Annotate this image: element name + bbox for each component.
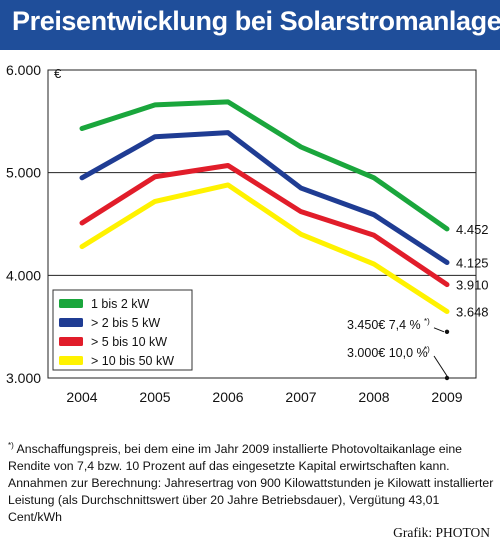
footnote-text: Anschaffungspreis, bei dem eine im Jahr … [8, 442, 494, 525]
legend-label: 1 bis 2 kW [91, 297, 150, 311]
annotation-marker: *) [424, 345, 430, 354]
legend-label: > 5 bis 10 kW [91, 335, 167, 349]
y-tick-label: 6.000 [6, 62, 41, 78]
series-line [79, 130, 450, 265]
legend-swatch [59, 337, 83, 346]
x-tick-label: 2008 [358, 389, 389, 405]
x-tick-label: 2004 [66, 389, 97, 405]
y-tick-label: 3.000 [6, 370, 41, 386]
annotation-leader [433, 327, 445, 333]
x-tick-label: 2007 [285, 389, 316, 405]
annotation-label: 3.000€ 10,0 % [347, 346, 428, 360]
y-unit-label: € [54, 66, 62, 81]
title-bar: Preisentwicklung bei Solarstromanlagen [0, 0, 500, 50]
series-line [79, 99, 450, 232]
x-tick-label: 2005 [139, 389, 170, 405]
footnote-marker: *) [8, 441, 14, 450]
annotation-point [444, 375, 450, 381]
annotation-point [444, 329, 450, 334]
legend-label: > 10 bis 50 kW [91, 354, 174, 368]
chart-credit: Grafik: PHOTON [393, 525, 490, 540]
x-tick-label: 2009 [431, 389, 462, 405]
annotation-marker: *) [424, 317, 430, 326]
footnote: *) Anschaffungspreis, bei dem eine im Ja… [8, 437, 494, 526]
end-value-label: 4.125 [456, 256, 489, 271]
line-chart: 3.000 4.000 5.000 6.000 €2004 2005 2006 2007 200… [6, 62, 489, 405]
x-tick-label: 2006 [212, 389, 243, 405]
chart-title: Preisentwicklung bei Solarstromanlagen [12, 6, 500, 36]
legend-label: > 2 bis 5 kW [91, 316, 160, 330]
legend-swatch [59, 318, 83, 327]
end-value-label: 4.452 [456, 222, 489, 237]
y-tick-label: 4.000 [6, 267, 41, 283]
annotation-label: 3.450€ 7,4 % [347, 318, 421, 332]
plot-frame [47, 69, 477, 379]
legend-swatch [59, 299, 83, 308]
end-value-label: 3.648 [456, 304, 489, 319]
series-line [79, 162, 450, 288]
legend-swatch [59, 356, 83, 365]
y-tick-label: 5.000 [6, 165, 41, 181]
annotation-leader [433, 355, 448, 377]
series-line [79, 182, 450, 314]
end-value-label: 3.910 [456, 278, 489, 293]
